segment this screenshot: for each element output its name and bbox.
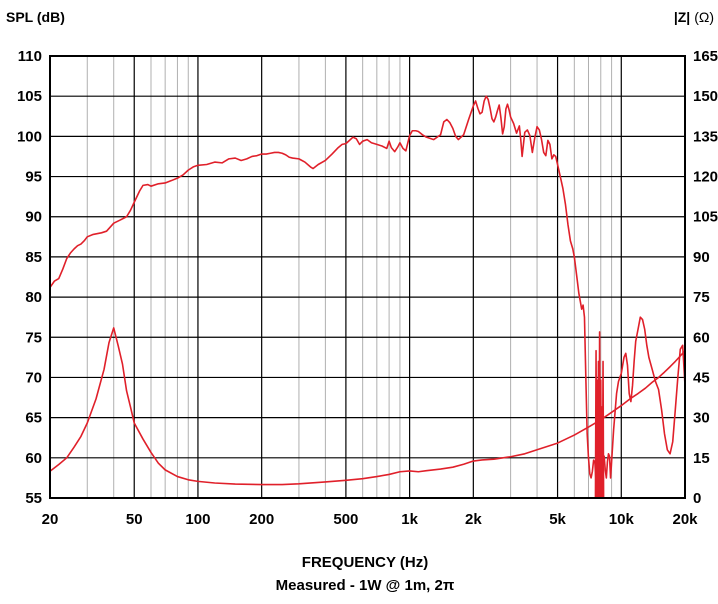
y-left-tick-label: 75 <box>25 329 42 346</box>
x-tick-label: 2k <box>465 511 482 528</box>
x-tick-label: 100 <box>185 511 210 528</box>
y-right-tick-label: 105 <box>693 209 718 226</box>
y-left-tick-label: 105 <box>17 88 42 105</box>
y-right-tick-label: 0 <box>693 490 701 507</box>
x-tick-label: 10k <box>609 511 635 528</box>
y-right-tick-label: 15 <box>693 450 710 467</box>
right-axis-title-symbol: |Z| <box>674 9 690 25</box>
x-tick-label: 20 <box>42 511 59 528</box>
x-axis-title: FREQUENCY (Hz) <box>302 554 428 571</box>
y-right-tick-label: 75 <box>693 289 710 306</box>
y-left-tick-label: 110 <box>18 48 42 65</box>
y-right-tick-label: 90 <box>693 249 710 266</box>
y-left-tick-label: 90 <box>25 209 42 226</box>
y-right-tick-label: 120 <box>693 169 718 186</box>
x-tick-label: 50 <box>126 511 143 528</box>
y-right-tick-label: 150 <box>693 88 718 105</box>
x-tick-label: 500 <box>333 511 358 528</box>
y-left-tick-label: 65 <box>25 410 42 427</box>
y-left-tick-label: 100 <box>17 128 42 145</box>
y-right-tick-label: 60 <box>693 329 710 346</box>
impedance-curve <box>49 327 686 486</box>
y-right-tick-label: 45 <box>693 369 710 386</box>
label-layer: 20 50 100 200 500 1k 2k 5k 10k 20k 110 105 100 95 90 85… <box>17 48 718 528</box>
y-left-tick-label: 95 <box>25 169 42 186</box>
y-right-tick-label: 30 <box>693 410 710 427</box>
data-layer <box>49 95 686 499</box>
impedance-spikes <box>594 331 605 499</box>
chart-subtitle: Measured - 1W @ 1m, 2π <box>276 577 455 594</box>
x-tick-label: 200 <box>249 511 274 528</box>
y-left-tick-label: 60 <box>25 450 42 467</box>
x-tick-label: 20k <box>672 511 698 528</box>
spl-response-curve <box>49 95 686 487</box>
right-axis-title-unit: (Ω) <box>694 9 714 25</box>
y-right-tick-label: 165 <box>693 48 718 65</box>
right-axis-title: |Z| (Ω) <box>674 9 714 25</box>
x-tick-label: 5k <box>549 511 566 528</box>
y-left-tick-label: 80 <box>25 289 42 306</box>
left-axis-title: SPL (dB) <box>6 9 65 25</box>
grid-layer <box>50 56 685 498</box>
y-left-tick-label: 70 <box>25 369 42 386</box>
y-right-tick-label: 135 <box>693 128 718 145</box>
plot-frame <box>49 55 686 499</box>
x-tick-label: 1k <box>401 511 418 528</box>
y-left-tick-label: 55 <box>25 490 42 507</box>
y-left-tick-label: 85 <box>25 249 42 266</box>
